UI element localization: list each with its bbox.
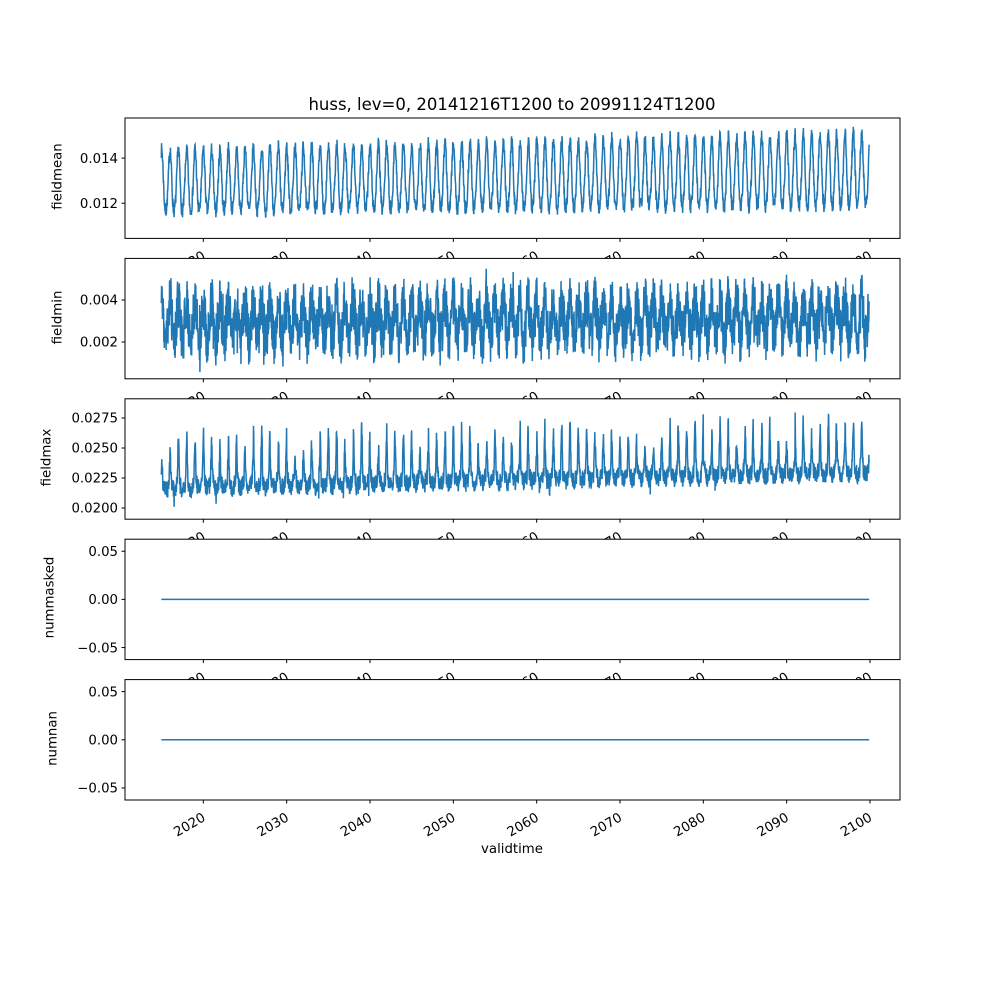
x-tick-label: 2060 [505,810,542,840]
y-axis-label-fieldmin: fieldmin [50,290,66,344]
y-tick-label: 0.0225 [71,472,118,487]
y-axis-label-fieldmax: fieldmax [39,428,55,487]
y-tick-label: 0.0200 [71,502,118,517]
series-line-fieldmean [160,126,870,219]
x-tick-label: 2050 [421,810,458,840]
y-tick-label: 0.0275 [71,412,118,427]
x-tick-label: 2100 [838,810,875,840]
x-tick-label: 2020 [171,810,208,840]
y-tick-label: 0.002 [80,336,118,351]
x-tick-label: 2070 [588,810,625,840]
x-tick-label: 2080 [671,810,708,840]
axes-frame [124,117,901,239]
subplot-fieldmax: 0.02000.02250.02500.02752020203020402050… [71,398,901,560]
y-tick-label: 0.0250 [71,442,118,457]
x-tick-label: 2030 [255,810,292,840]
y-tick-label: 0.012 [80,197,118,212]
y-tick-label: 0.05 [88,545,118,560]
series-line-fieldmin [160,268,870,373]
subplot-numnan: −0.05 0.00 0.05 2020 2030 2040 2050 2060 2070 208… [77,679,901,840]
subplot-fieldmin: 0.0020.004202020302040205020602070208020… [80,257,901,419]
y-axis-label-numnan: numnan [45,710,61,766]
axes-frame [124,257,901,380]
y-tick-label: 0.00 [88,593,118,608]
y-axis-label-nummasked: nummasked [42,557,58,639]
y-tick-label: 0.004 [80,294,118,309]
y-tick-label: 0.05 [88,685,118,700]
y-tick-label: 0.014 [80,152,118,167]
y-tick-label: 0.00 [88,734,118,749]
subplot-fieldmean: 0.0120.014202020302040205020602070208020… [80,117,901,279]
y-tick-label: −0.05 [77,782,118,797]
y-tick-label: −0.05 [77,641,118,656]
series-line-fieldmax [160,412,870,507]
x-tick-label: 2040 [338,810,375,840]
x-tick-label: 2090 [755,810,792,840]
axes-frame [124,398,901,520]
page-title: huss, lev=0, 20141216T1200 to 20991124T1… [308,95,716,114]
x-axis-label: validtime [481,842,543,857]
axes-background [125,118,900,239]
subplot-nummasked: −0.050.000.05202020302040205020602070208… [77,538,901,700]
y-axis-label-fieldmean: fieldmean [50,143,66,210]
